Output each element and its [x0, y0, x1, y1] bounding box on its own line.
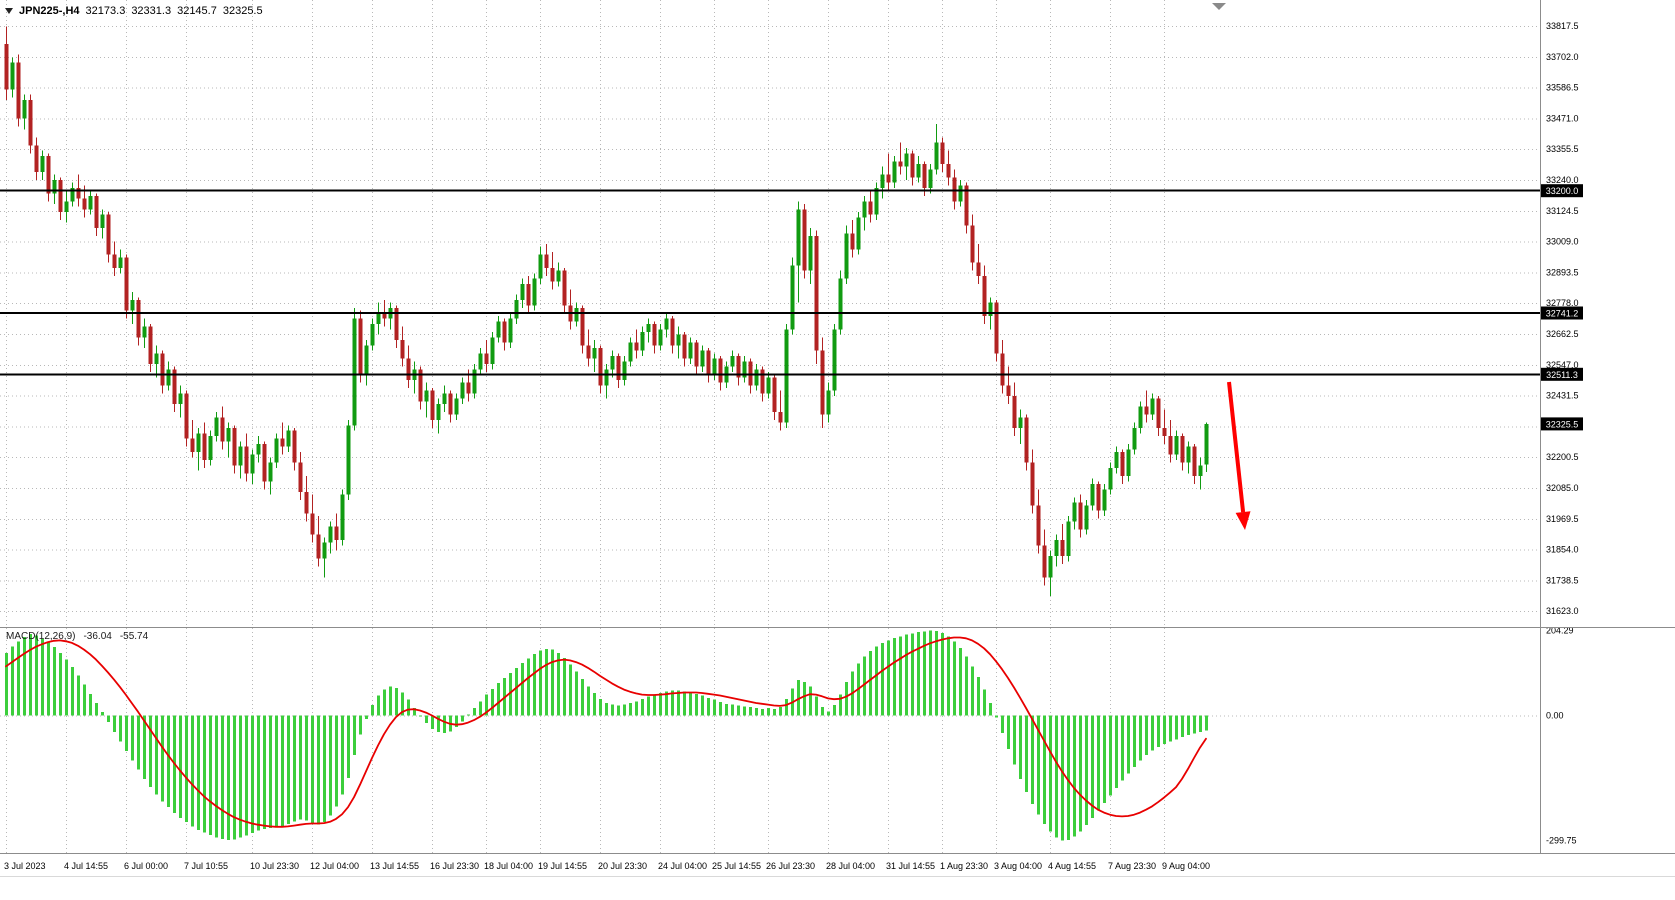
chart-shift-marker-icon[interactable] — [1212, 3, 1226, 10]
trend-arrow-annotation[interactable] — [1227, 381, 1251, 530]
quote-high-value: 32331.3 — [131, 5, 172, 17]
price-axis-label: 32778.0 — [1546, 298, 1579, 308]
symbol-timeframe-label: JPN225-,H4 — [19, 5, 80, 17]
symbol-dropdown-icon[interactable] — [5, 8, 13, 14]
macd-axis-label: -299.75 — [1546, 835, 1577, 845]
price-axis-label: 32893.5 — [1546, 267, 1579, 277]
support-resistance-lines[interactable] — [0, 189, 1540, 376]
time-axis-label: 10 Jul 23:30 — [250, 861, 299, 871]
price-tag-label: 32741.2 — [1546, 309, 1579, 319]
price-axis-label: 31854.0 — [1546, 545, 1579, 555]
price-axis-label: 33586.5 — [1546, 83, 1579, 93]
price-axis-label: 33471.0 — [1546, 113, 1579, 123]
time-axis-label: 25 Jul 14:55 — [712, 861, 761, 871]
price-axis-label: 32662.5 — [1546, 329, 1579, 339]
time-axis-label: 4 Aug 14:55 — [1048, 861, 1096, 871]
price-axis-label: 31969.5 — [1546, 514, 1579, 524]
time-axis-label: 18 Jul 04:00 — [484, 861, 533, 871]
time-axis-label: 28 Jul 04:00 — [826, 861, 875, 871]
quote-open-value: 32173.3 — [85, 5, 126, 17]
grid — [0, 0, 1540, 853]
time-axis-label: 16 Jul 23:30 — [430, 861, 479, 871]
price-axis-label: 33702.0 — [1546, 52, 1579, 62]
price-tag — [1541, 367, 1583, 381]
quote-bar: JPN225-,H4 32173.3 32331.3 32145.7 32325… — [5, 5, 263, 17]
time-axis-label: 6 Jul 00:00 — [124, 861, 168, 871]
price-axis-label: 33009.0 — [1546, 237, 1579, 247]
price-axis-label: 33124.5 — [1546, 206, 1579, 216]
time-axis-label: 9 Aug 04:00 — [1162, 861, 1210, 871]
time-axis-label: 24 Jul 04:00 — [658, 861, 707, 871]
price-tag-label: 32511.3 — [1546, 370, 1578, 380]
macd-axis-label: 0.00 — [1546, 710, 1564, 720]
price-axis-label: 31738.5 — [1546, 575, 1579, 585]
price-axis-label: 33817.5 — [1546, 21, 1579, 31]
macd-indicator-label: MACD(12,26,9) -36.04 -55.74 — [6, 631, 148, 642]
price-axis[interactable]: 33817.5 33702.0 33586.5 33471.0 33355.5 33240… — [1546, 21, 1579, 845]
time-axis-label: 20 Jul 23:30 — [598, 861, 647, 871]
quote-low-value: 32145.7 — [177, 5, 217, 17]
time-axis-label: 31 Jul 14:55 — [886, 861, 935, 871]
price-axis-label: 32085.0 — [1546, 483, 1579, 493]
time-axis-label: 3 Aug 04:00 — [994, 861, 1042, 871]
time-axis-label: 12 Jul 04:00 — [310, 861, 359, 871]
price-tag — [1541, 306, 1583, 320]
current-price-tag — [1541, 417, 1583, 431]
time-axis-label: 13 Jul 14:55 — [370, 861, 419, 871]
price-axis-label: 32431.5 — [1546, 391, 1579, 401]
time-axis-label: 3 Jul 2023 — [4, 861, 46, 871]
price-axis-label: 33240.0 — [1546, 175, 1579, 185]
price-axis-label: 32547.0 — [1546, 360, 1579, 370]
time-axis-label: 1 Aug 23:30 — [940, 861, 988, 871]
macd-signal-line — [5, 636, 1207, 828]
panel-separators — [0, 0, 1675, 877]
macd-histogram — [5, 630, 1208, 841]
time-axis-label: 4 Jul 14:55 — [64, 861, 108, 871]
macd-axis-label: 204.29 — [1546, 625, 1574, 635]
time-axis-label: 7 Aug 23:30 — [1108, 861, 1156, 871]
time-axis-label: 19 Jul 14:55 — [538, 861, 587, 871]
price-axis-label: 31623.0 — [1546, 606, 1579, 616]
price-tag-label: 33200.0 — [1546, 186, 1579, 196]
price-axis-label: 32200.5 — [1546, 452, 1579, 462]
price-tags: 33200.0 32741.2 32511.3 32325.5 — [1541, 184, 1583, 431]
time-axis-label: 7 Jul 10:55 — [184, 861, 228, 871]
quote-close-value: 32325.5 — [222, 5, 263, 17]
price-tag — [1541, 184, 1583, 198]
time-axis[interactable]: 3 Jul 2023 4 Jul 14:55 6 Jul 00:00 7 Jul 10… — [4, 861, 1210, 871]
macd-signal-value: -55.74 — [119, 631, 149, 642]
price-tag-label: 32325.5 — [1546, 419, 1579, 429]
macd-main-value: -36.04 — [83, 631, 112, 642]
macd-title: MACD(12,26,9) — [6, 631, 76, 642]
price-axis-label: 33355.5 — [1546, 144, 1579, 154]
candlestick-series — [4, 26, 1209, 596]
time-axis-label: 26 Jul 23:30 — [766, 861, 815, 871]
